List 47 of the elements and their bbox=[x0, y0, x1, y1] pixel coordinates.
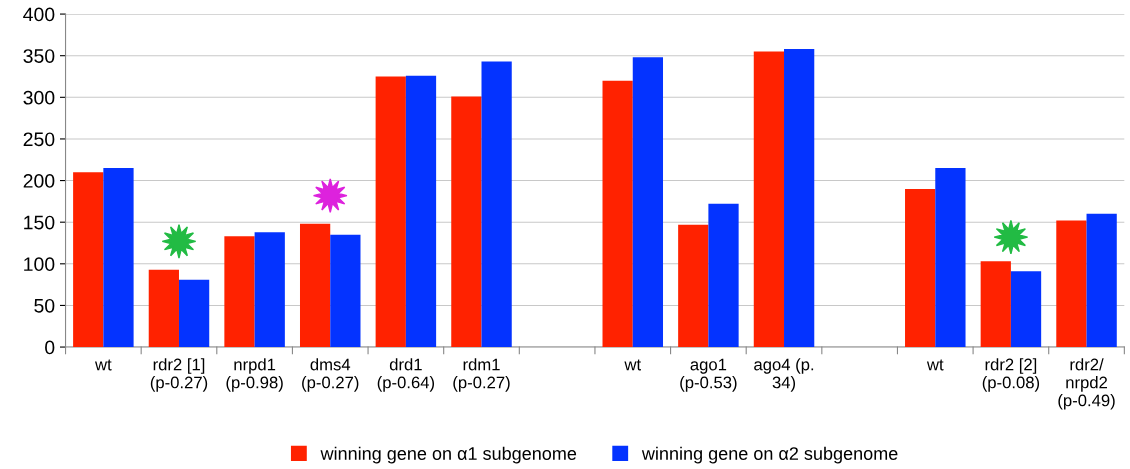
legend-label: winning gene on α2 subgenome bbox=[641, 446, 898, 464]
bar bbox=[178, 279, 210, 348]
bar bbox=[708, 203, 739, 348]
x-tick-label: ago4 (p. 34) bbox=[754, 358, 814, 392]
bar bbox=[784, 49, 815, 348]
bar bbox=[405, 75, 437, 348]
bar bbox=[1056, 220, 1087, 348]
bar bbox=[481, 61, 512, 348]
x-tick-label: wt bbox=[624, 359, 641, 371]
x-tick-label: nrpd1 (p-0.98) bbox=[226, 358, 283, 392]
x-tick-label: wt bbox=[926, 359, 944, 371]
x-tick-label: rdr2 [1] (p-0.27) bbox=[150, 358, 208, 392]
bar bbox=[330, 234, 361, 348]
bar bbox=[1086, 213, 1117, 348]
bar bbox=[148, 269, 179, 348]
bar bbox=[935, 168, 966, 348]
y-tick-label: 100 bbox=[24, 257, 55, 272]
y-tick-label: 300 bbox=[23, 90, 55, 105]
y-tick-label: 250 bbox=[23, 132, 55, 147]
bar bbox=[602, 80, 633, 348]
x-tick-label: rdr2 [2] (p-0.08) bbox=[982, 358, 1040, 392]
bar bbox=[73, 172, 104, 348]
x-tick-label: rdm1 (p-0.27) bbox=[453, 358, 510, 392]
x-tick-label: wt bbox=[95, 359, 112, 371]
y-tick-label: 0 bbox=[45, 340, 55, 355]
bar bbox=[451, 96, 482, 348]
x-tick-label: dms4 (p-0.27) bbox=[302, 358, 359, 392]
y-tick-label: 400 bbox=[23, 7, 55, 22]
legend-label: winning gene on α1 subgenome bbox=[320, 446, 577, 464]
bar bbox=[254, 232, 285, 348]
y-tick-label: 200 bbox=[23, 174, 55, 188]
y-tick-label: 50 bbox=[34, 298, 55, 313]
bar bbox=[980, 261, 1011, 348]
bar bbox=[103, 168, 134, 348]
bar bbox=[224, 236, 255, 348]
x-tick-label: ago1 (p-0.53) bbox=[680, 358, 737, 392]
y-tick-label: 150 bbox=[24, 215, 55, 230]
x-tick-label: rdr2/ nrpd2 (p-0.49) bbox=[1058, 358, 1115, 410]
bar bbox=[905, 188, 936, 348]
bar bbox=[678, 224, 709, 348]
bar bbox=[1010, 271, 1042, 348]
x-tick-label: drd1 (p-0.64) bbox=[377, 358, 435, 392]
bar bbox=[299, 223, 331, 348]
bar bbox=[375, 76, 406, 348]
bar bbox=[753, 51, 785, 348]
y-tick-label: 350 bbox=[23, 49, 55, 63]
bar bbox=[632, 57, 664, 348]
